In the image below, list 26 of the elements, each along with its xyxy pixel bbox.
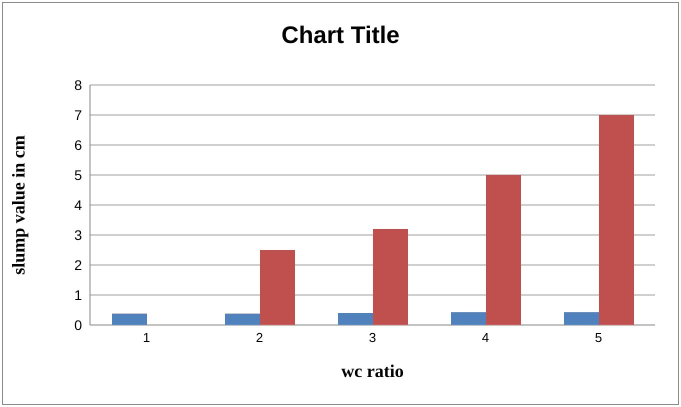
y-tick-label: 5	[74, 166, 82, 183]
bar	[373, 229, 408, 325]
x-axis-title: wc ratio	[341, 361, 404, 381]
chart-title: Chart Title	[280, 22, 401, 50]
y-tick-label: 3	[74, 226, 82, 243]
x-tick-label: 3	[368, 330, 376, 346]
y-tick-label: 0	[74, 316, 82, 333]
x-tick-label: 1	[142, 330, 150, 346]
bar	[338, 313, 373, 325]
x-tick-label: 4	[482, 330, 490, 346]
y-tick-label: 6	[74, 136, 82, 153]
y-tick-label: 7	[74, 106, 82, 123]
bar	[486, 175, 521, 325]
y-tick-label: 1	[74, 286, 82, 303]
y-tick-label: 8	[74, 76, 82, 93]
x-tick-label: 2	[256, 330, 264, 346]
y-axis-title: slump value in cm	[8, 135, 28, 275]
x-tick-label: 5	[594, 330, 602, 346]
bar	[112, 314, 147, 325]
bar	[451, 312, 486, 325]
bar	[225, 314, 260, 325]
bar	[260, 250, 295, 325]
bar	[564, 312, 599, 325]
bar	[599, 115, 634, 325]
y-tick-label: 2	[74, 256, 82, 273]
y-tick-label: 4	[74, 196, 82, 213]
